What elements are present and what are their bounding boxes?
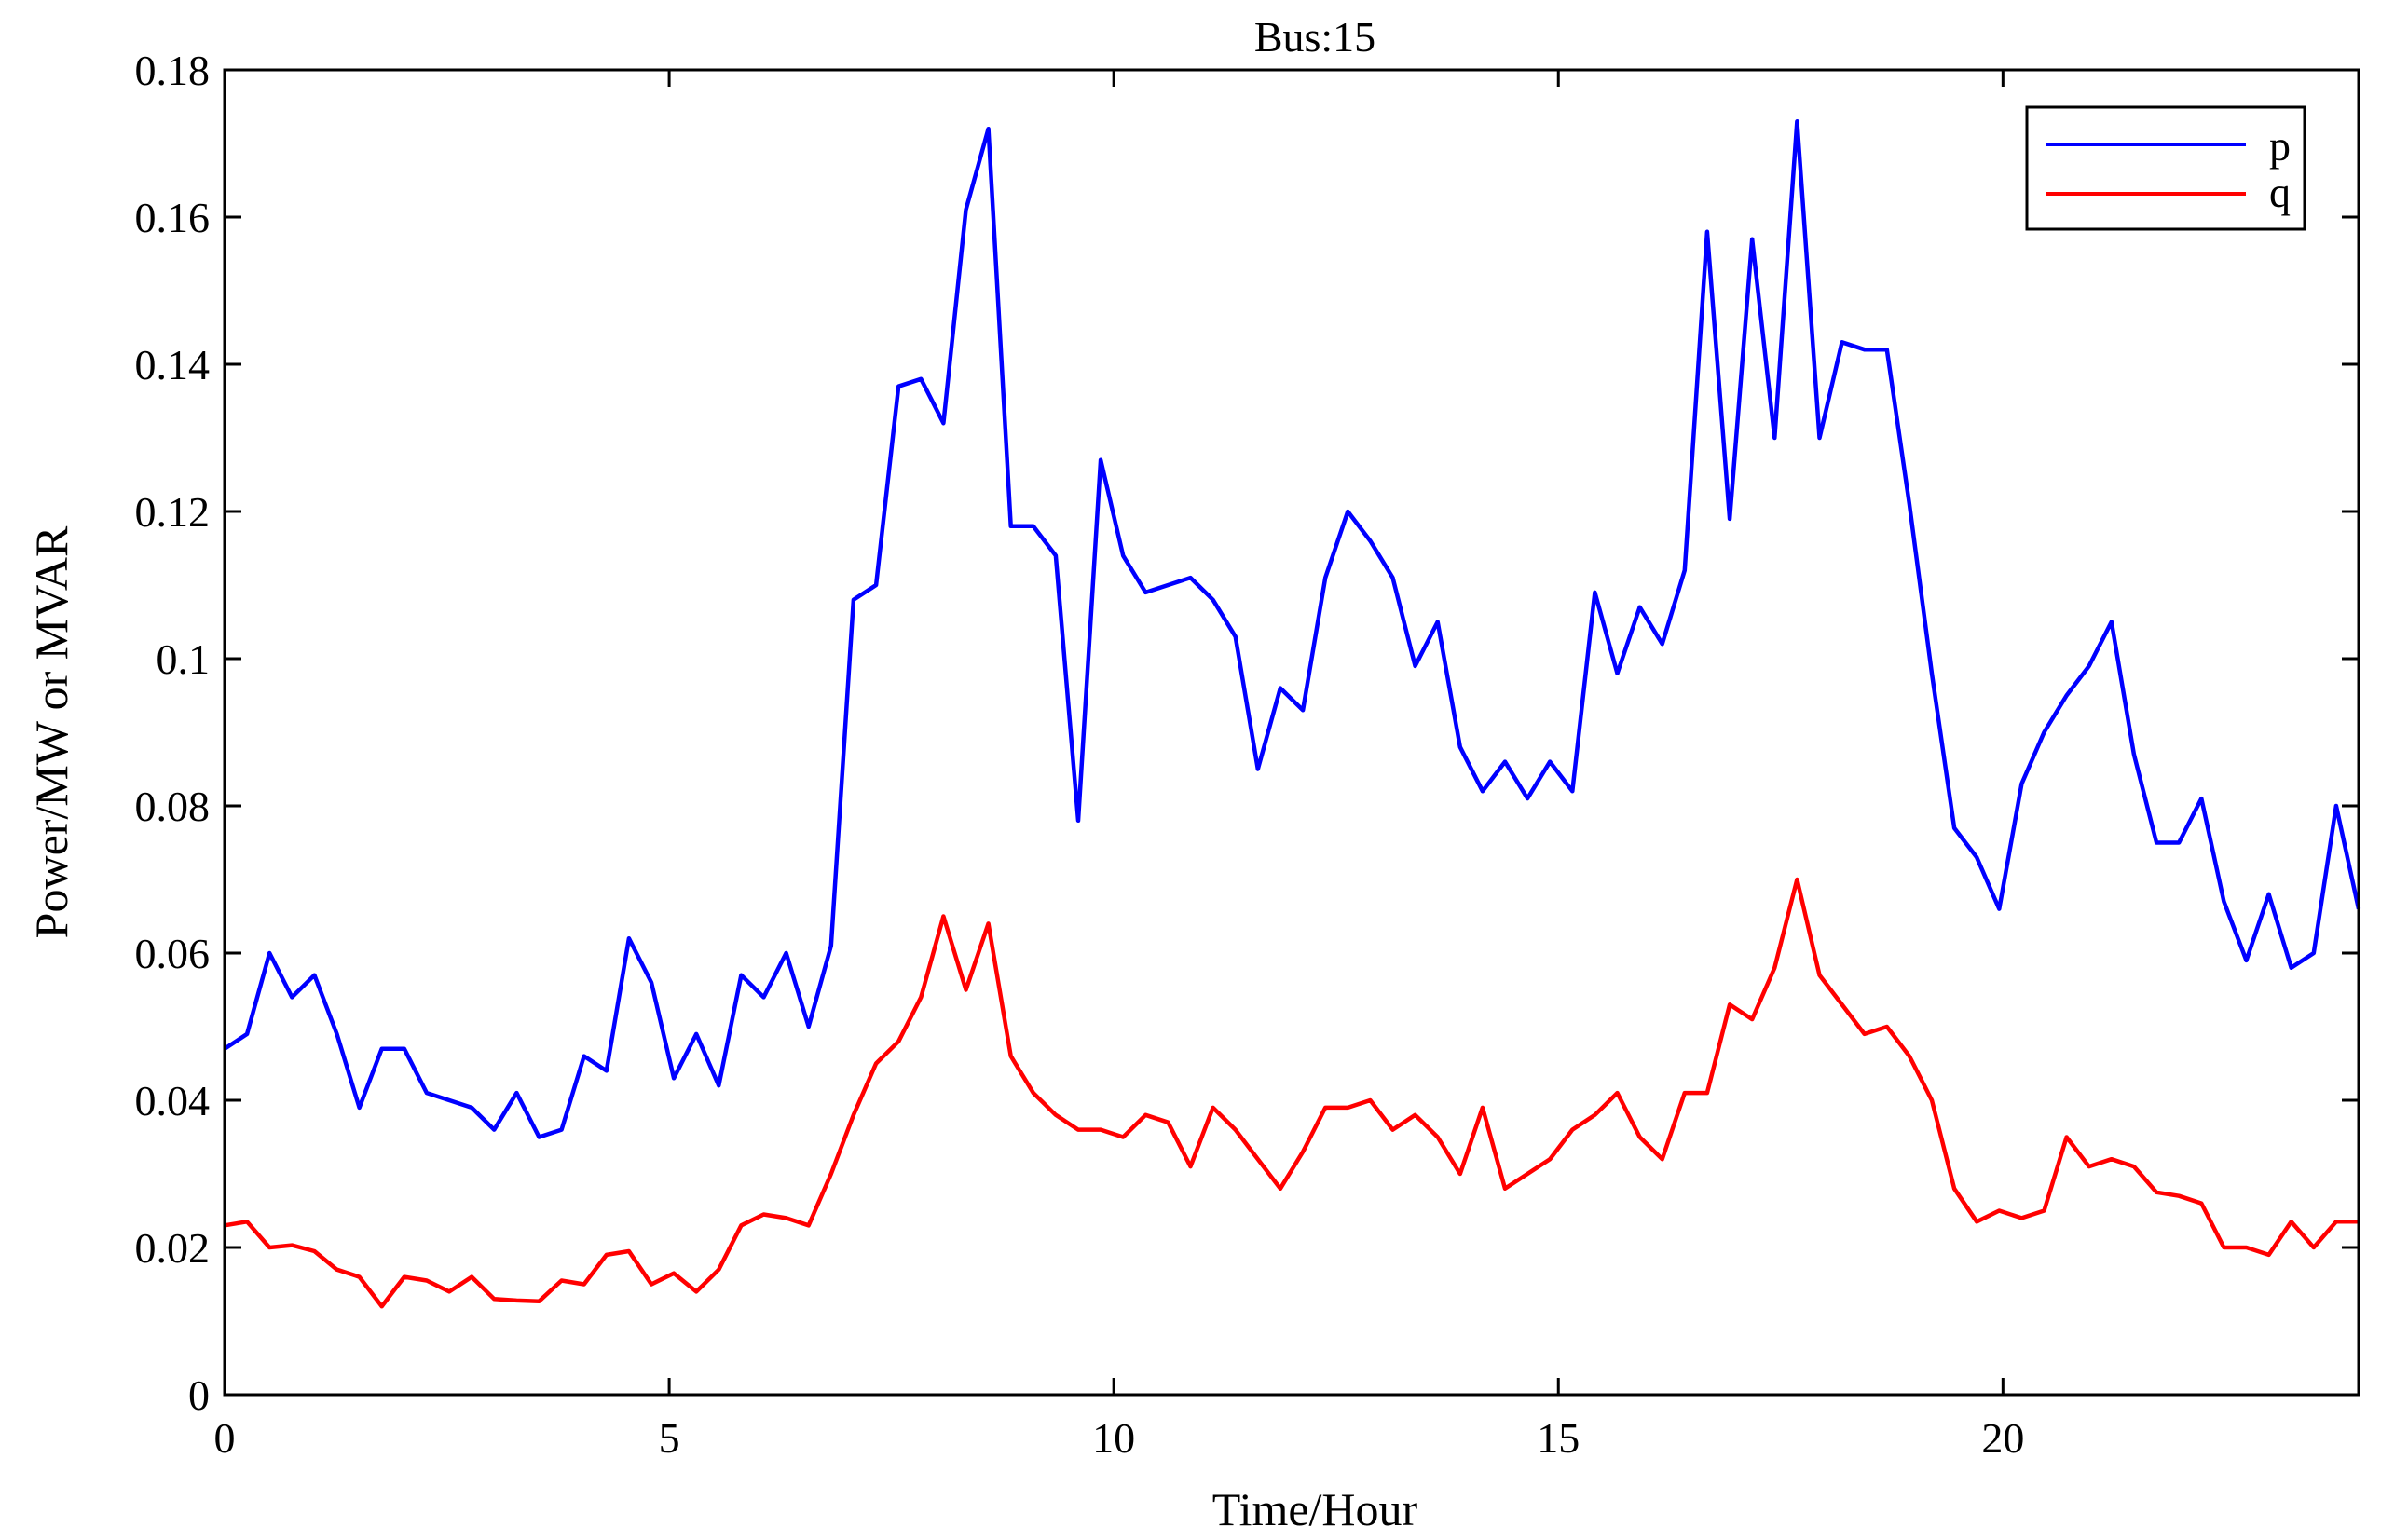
y-axis-label: Power/MW or MVAR — [25, 525, 77, 938]
y-tick-label: 0.18 — [135, 47, 211, 94]
y-tick-label: 0.02 — [135, 1224, 211, 1272]
x-tick-label: 0 — [214, 1414, 236, 1462]
plot-frame — [223, 68, 2360, 1397]
legend-label-p: p — [2269, 122, 2291, 170]
y-tick-label: 0.12 — [135, 488, 211, 536]
x-tick-label: 20 — [1981, 1414, 2024, 1462]
series-line-p — [223, 119, 2361, 1139]
chart-title: Bus:15 — [1254, 13, 1375, 61]
legend-box — [2025, 105, 2306, 231]
y-tick-label: 0.14 — [135, 341, 211, 388]
y-tick-label: 0.04 — [135, 1077, 211, 1124]
y-tick-label: 0.08 — [135, 783, 211, 830]
series-line-q — [224, 877, 2359, 1309]
y-tick-label: 0.06 — [135, 930, 211, 977]
x-tick-label: 15 — [1537, 1414, 1580, 1462]
y-tick-label: 0.1 — [157, 635, 211, 683]
x-axis-label: Time/Hour — [1212, 1483, 1418, 1535]
y-tick-label: 0.16 — [135, 194, 211, 241]
x-tick-label: 10 — [1092, 1414, 1135, 1462]
legend: p q — [2025, 105, 2306, 231]
x-tick-label: 5 — [659, 1414, 680, 1462]
y-tick-label: 0 — [188, 1371, 210, 1419]
legend-label-q: q — [2269, 169, 2291, 216]
